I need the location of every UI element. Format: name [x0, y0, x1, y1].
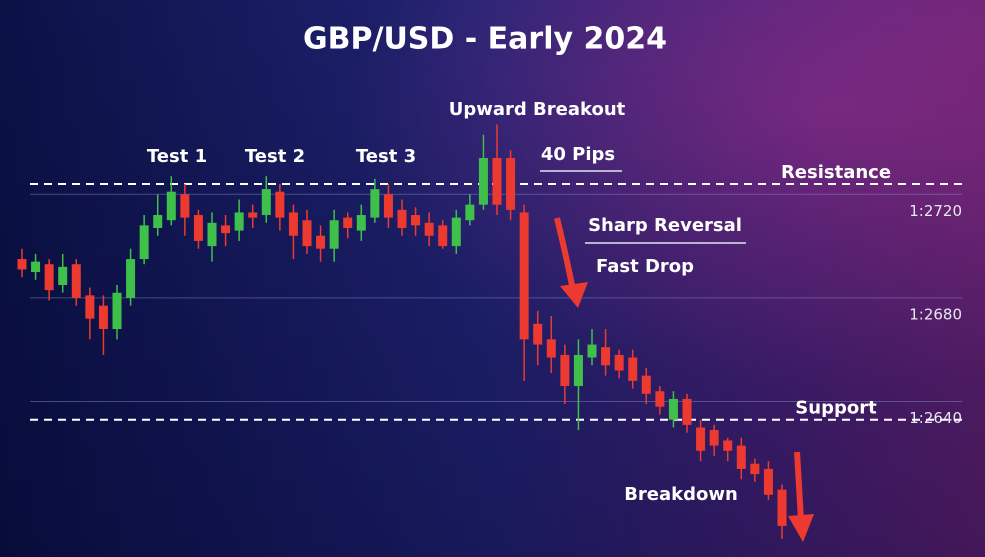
support-label: Support [795, 398, 877, 419]
candle-body [506, 158, 516, 210]
candle-body [696, 427, 706, 451]
candle-body [763, 468, 773, 495]
candle-body [17, 259, 27, 270]
candles [17, 124, 787, 539]
annotation: 40 Pips [541, 144, 615, 165]
candle-body [316, 235, 326, 249]
candle-body [682, 398, 692, 425]
candle-body [221, 225, 231, 234]
candle-body [275, 191, 285, 218]
candle-body [153, 215, 163, 228]
arrow-head [788, 514, 814, 542]
candle-body [424, 222, 434, 236]
candle-body [193, 215, 203, 241]
candle-body [573, 354, 583, 387]
candle-body [370, 189, 380, 218]
candle-body [438, 225, 448, 247]
candle-body [560, 354, 570, 387]
y-tick-label: 1:2680 [909, 305, 962, 323]
candle-body [668, 398, 678, 420]
y-tick-label: 1:2720 [909, 202, 962, 220]
arrow [794, 451, 804, 521]
candle-body [614, 354, 624, 371]
candle-body [478, 158, 488, 205]
candle-body [709, 430, 719, 446]
annotation: Test 2 [245, 146, 305, 167]
resistance-label: Resistance [781, 162, 891, 183]
candle-body [628, 357, 638, 381]
chart-title: GBP/USD - Early 2024 [303, 22, 667, 57]
candle-body [126, 259, 136, 298]
candle-body [180, 194, 190, 218]
candle-body [112, 292, 122, 330]
candle-body [288, 212, 298, 236]
candle-body [261, 189, 271, 216]
candle-body [723, 440, 733, 451]
candle-body [343, 217, 353, 228]
candle-body [492, 158, 502, 205]
candle-body [58, 266, 68, 285]
candle-body [655, 391, 665, 407]
arrow [554, 217, 576, 291]
candle-body [329, 220, 339, 249]
candle-body [533, 323, 543, 345]
candle-body [139, 225, 149, 260]
annotation: Test 3 [356, 146, 416, 167]
candle-body [736, 445, 746, 469]
candle-body [777, 489, 787, 526]
candle-body [519, 212, 529, 340]
annotation: Fast Drop [596, 256, 694, 277]
candle-body [383, 194, 393, 218]
candle-body [166, 191, 176, 221]
candle-body [356, 215, 366, 231]
candle-body [546, 339, 556, 358]
annotation: Sharp Reversal [588, 215, 742, 236]
candle-body [411, 215, 421, 226]
candle-body [85, 295, 95, 319]
candle-body [601, 347, 611, 366]
candle-body [248, 212, 258, 218]
annotation: Upward Breakout [449, 99, 626, 120]
y-tick-label: 1:2640 [909, 409, 962, 427]
arrow-head [560, 282, 588, 308]
candle-body [587, 344, 597, 358]
annotation: Test 1 [147, 146, 207, 167]
candle-body [234, 212, 244, 231]
candle-body [451, 217, 461, 247]
candle-body [98, 305, 108, 330]
candle-body [641, 375, 651, 394]
candle-body [302, 220, 312, 247]
annotation: Breakdown [624, 484, 738, 505]
candle-body [44, 264, 54, 291]
candle-body [750, 463, 760, 475]
candle-body [397, 209, 407, 228]
candle-body [465, 204, 475, 221]
candle-body [207, 222, 217, 247]
candle-body [71, 264, 81, 298]
candle-body [31, 261, 41, 273]
